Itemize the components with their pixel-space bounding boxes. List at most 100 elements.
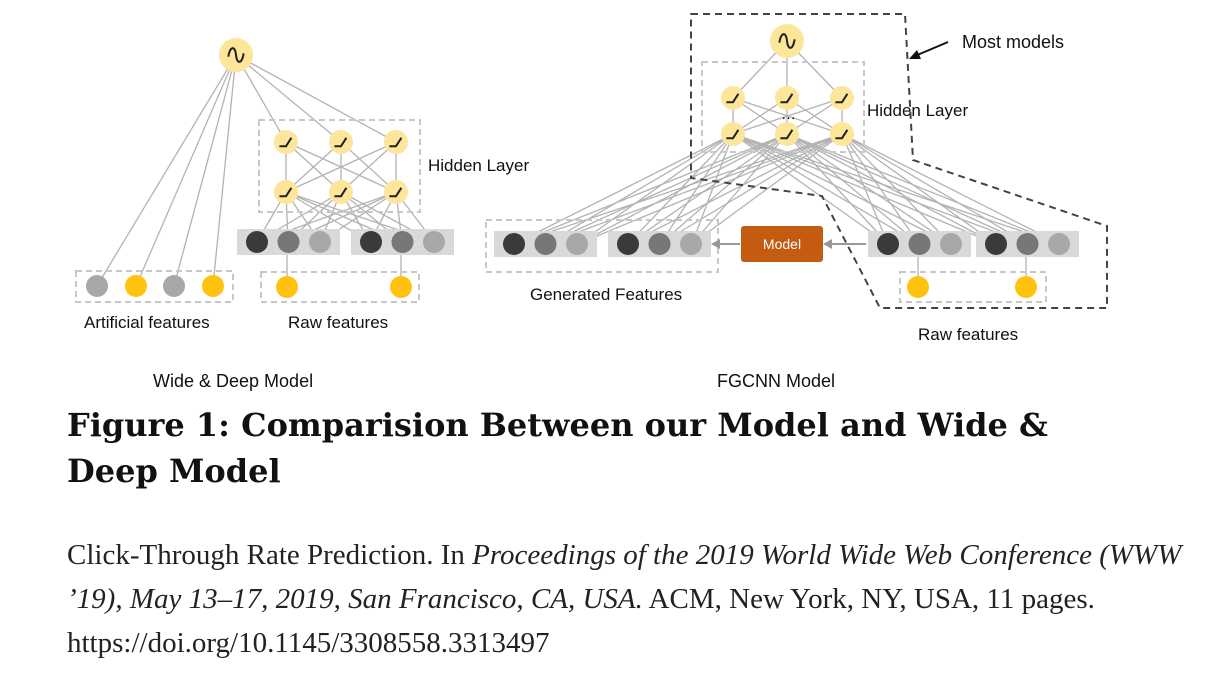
hidden-neuron bbox=[384, 180, 408, 204]
hidden-neuron bbox=[274, 180, 298, 204]
edge bbox=[212, 54, 237, 287]
edge bbox=[235, 54, 397, 143]
citation-part1: Click-Through Rate Prediction. In bbox=[67, 539, 473, 571]
embedding-unit bbox=[246, 231, 268, 253]
edge bbox=[786, 133, 1029, 245]
edge bbox=[96, 54, 237, 287]
edge bbox=[577, 133, 843, 245]
relu-icon bbox=[279, 137, 293, 148]
embedding-unit bbox=[277, 231, 300, 253]
edge bbox=[841, 133, 1029, 245]
artificial-feature bbox=[125, 275, 147, 297]
most-models-boundary bbox=[690, 13, 1108, 309]
relu-icon bbox=[835, 129, 849, 140]
relu-icon bbox=[389, 137, 403, 148]
edge bbox=[841, 133, 1061, 245]
network-nodes bbox=[86, 24, 1079, 298]
arrow-most-models bbox=[914, 41, 949, 57]
embedding-unit bbox=[503, 233, 525, 255]
edge bbox=[513, 133, 734, 245]
edge bbox=[173, 54, 237, 287]
dashed-group-boxes bbox=[75, 13, 1108, 309]
arrowhead-generated bbox=[711, 239, 720, 249]
embedding-unit bbox=[360, 231, 382, 253]
hidden-neuron bbox=[329, 180, 353, 204]
embedding-unit bbox=[534, 233, 557, 255]
hidden-neuron bbox=[775, 86, 799, 110]
right-hidden-layer-label: Hidden Layer bbox=[867, 101, 968, 120]
generated-features-label: Generated Features bbox=[530, 285, 682, 304]
edge bbox=[340, 141, 397, 193]
edge bbox=[841, 133, 997, 245]
edge bbox=[659, 133, 734, 245]
relu-icon bbox=[334, 137, 348, 148]
arrowhead-model bbox=[823, 239, 832, 249]
edge bbox=[841, 133, 889, 245]
dashed-box bbox=[75, 270, 234, 303]
relu-icon bbox=[726, 93, 740, 104]
citation-part2: ACM, New York, NY, USA, 11 pages. https:… bbox=[67, 583, 1095, 659]
hidden-neuron bbox=[329, 130, 353, 154]
model-box-label: Model bbox=[763, 236, 801, 252]
edge bbox=[691, 133, 734, 245]
artificial-feature bbox=[163, 275, 185, 297]
hidden-neuron bbox=[721, 86, 745, 110]
embedding-unit bbox=[1016, 233, 1039, 255]
edge bbox=[627, 133, 843, 245]
artificial-feature bbox=[202, 275, 224, 297]
left-hidden-layer-label: Hidden Layer bbox=[428, 156, 529, 175]
sigmoid-icon bbox=[778, 33, 796, 49]
edge bbox=[545, 133, 734, 245]
edge bbox=[577, 133, 734, 245]
model-box bbox=[741, 226, 823, 262]
dashed-box bbox=[260, 271, 420, 303]
sigmoid-icon bbox=[227, 47, 245, 63]
edge bbox=[691, 133, 843, 245]
embedding-unit bbox=[566, 233, 588, 255]
hidden-neuron bbox=[274, 130, 298, 154]
edge bbox=[285, 141, 397, 193]
dashed-box bbox=[899, 271, 1047, 303]
raw-feature bbox=[1015, 276, 1037, 298]
edge bbox=[786, 133, 1061, 245]
embedding-unit bbox=[680, 233, 702, 255]
edge bbox=[513, 133, 843, 245]
hidden-neuron bbox=[384, 130, 408, 154]
edge bbox=[285, 141, 342, 193]
embedding-unit bbox=[423, 231, 445, 253]
embedding-unit bbox=[617, 233, 639, 255]
relu-icon bbox=[334, 187, 348, 198]
dashed-box bbox=[701, 61, 865, 153]
embedding-unit bbox=[940, 233, 962, 255]
edge bbox=[135, 54, 237, 287]
right-raw-features-label: Raw features bbox=[918, 325, 1018, 344]
wide-deep-model-title: Wide & Deep Model bbox=[153, 371, 313, 391]
embedding-unit bbox=[391, 231, 414, 253]
hidden-neuron bbox=[721, 122, 745, 146]
relu-icon bbox=[780, 93, 794, 104]
hidden-ellipsis: … bbox=[781, 106, 796, 123]
raw-feature bbox=[276, 276, 298, 298]
arrowhead-most-models bbox=[909, 50, 921, 59]
relu-icon bbox=[389, 187, 403, 198]
artificial-features-label: Artificial features bbox=[84, 313, 210, 332]
citation-venue: Proceedings of the 2019 World Wide Web C… bbox=[67, 539, 1182, 615]
dashed-box bbox=[258, 119, 421, 213]
relu-icon bbox=[835, 93, 849, 104]
raw-feature bbox=[390, 276, 412, 298]
raw-feature bbox=[907, 276, 929, 298]
edge bbox=[732, 97, 843, 135]
embedding-unit bbox=[648, 233, 671, 255]
edge bbox=[545, 133, 788, 245]
fgcnn-model-title: FGCNN Model bbox=[717, 371, 835, 391]
artificial-feature bbox=[86, 275, 108, 297]
embedding-unit bbox=[877, 233, 899, 255]
embedding-unit bbox=[985, 233, 1007, 255]
relu-icon bbox=[279, 187, 293, 198]
edge bbox=[786, 133, 920, 245]
edge bbox=[732, 133, 889, 245]
hidden-neuron bbox=[830, 122, 854, 146]
figure-caption: Figure 1: Comparision Between our Model … bbox=[67, 406, 1048, 490]
citation-text: Click-Through Rate Prediction. In Procee… bbox=[67, 533, 1187, 665]
left-raw-features-label: Raw features bbox=[288, 313, 388, 332]
